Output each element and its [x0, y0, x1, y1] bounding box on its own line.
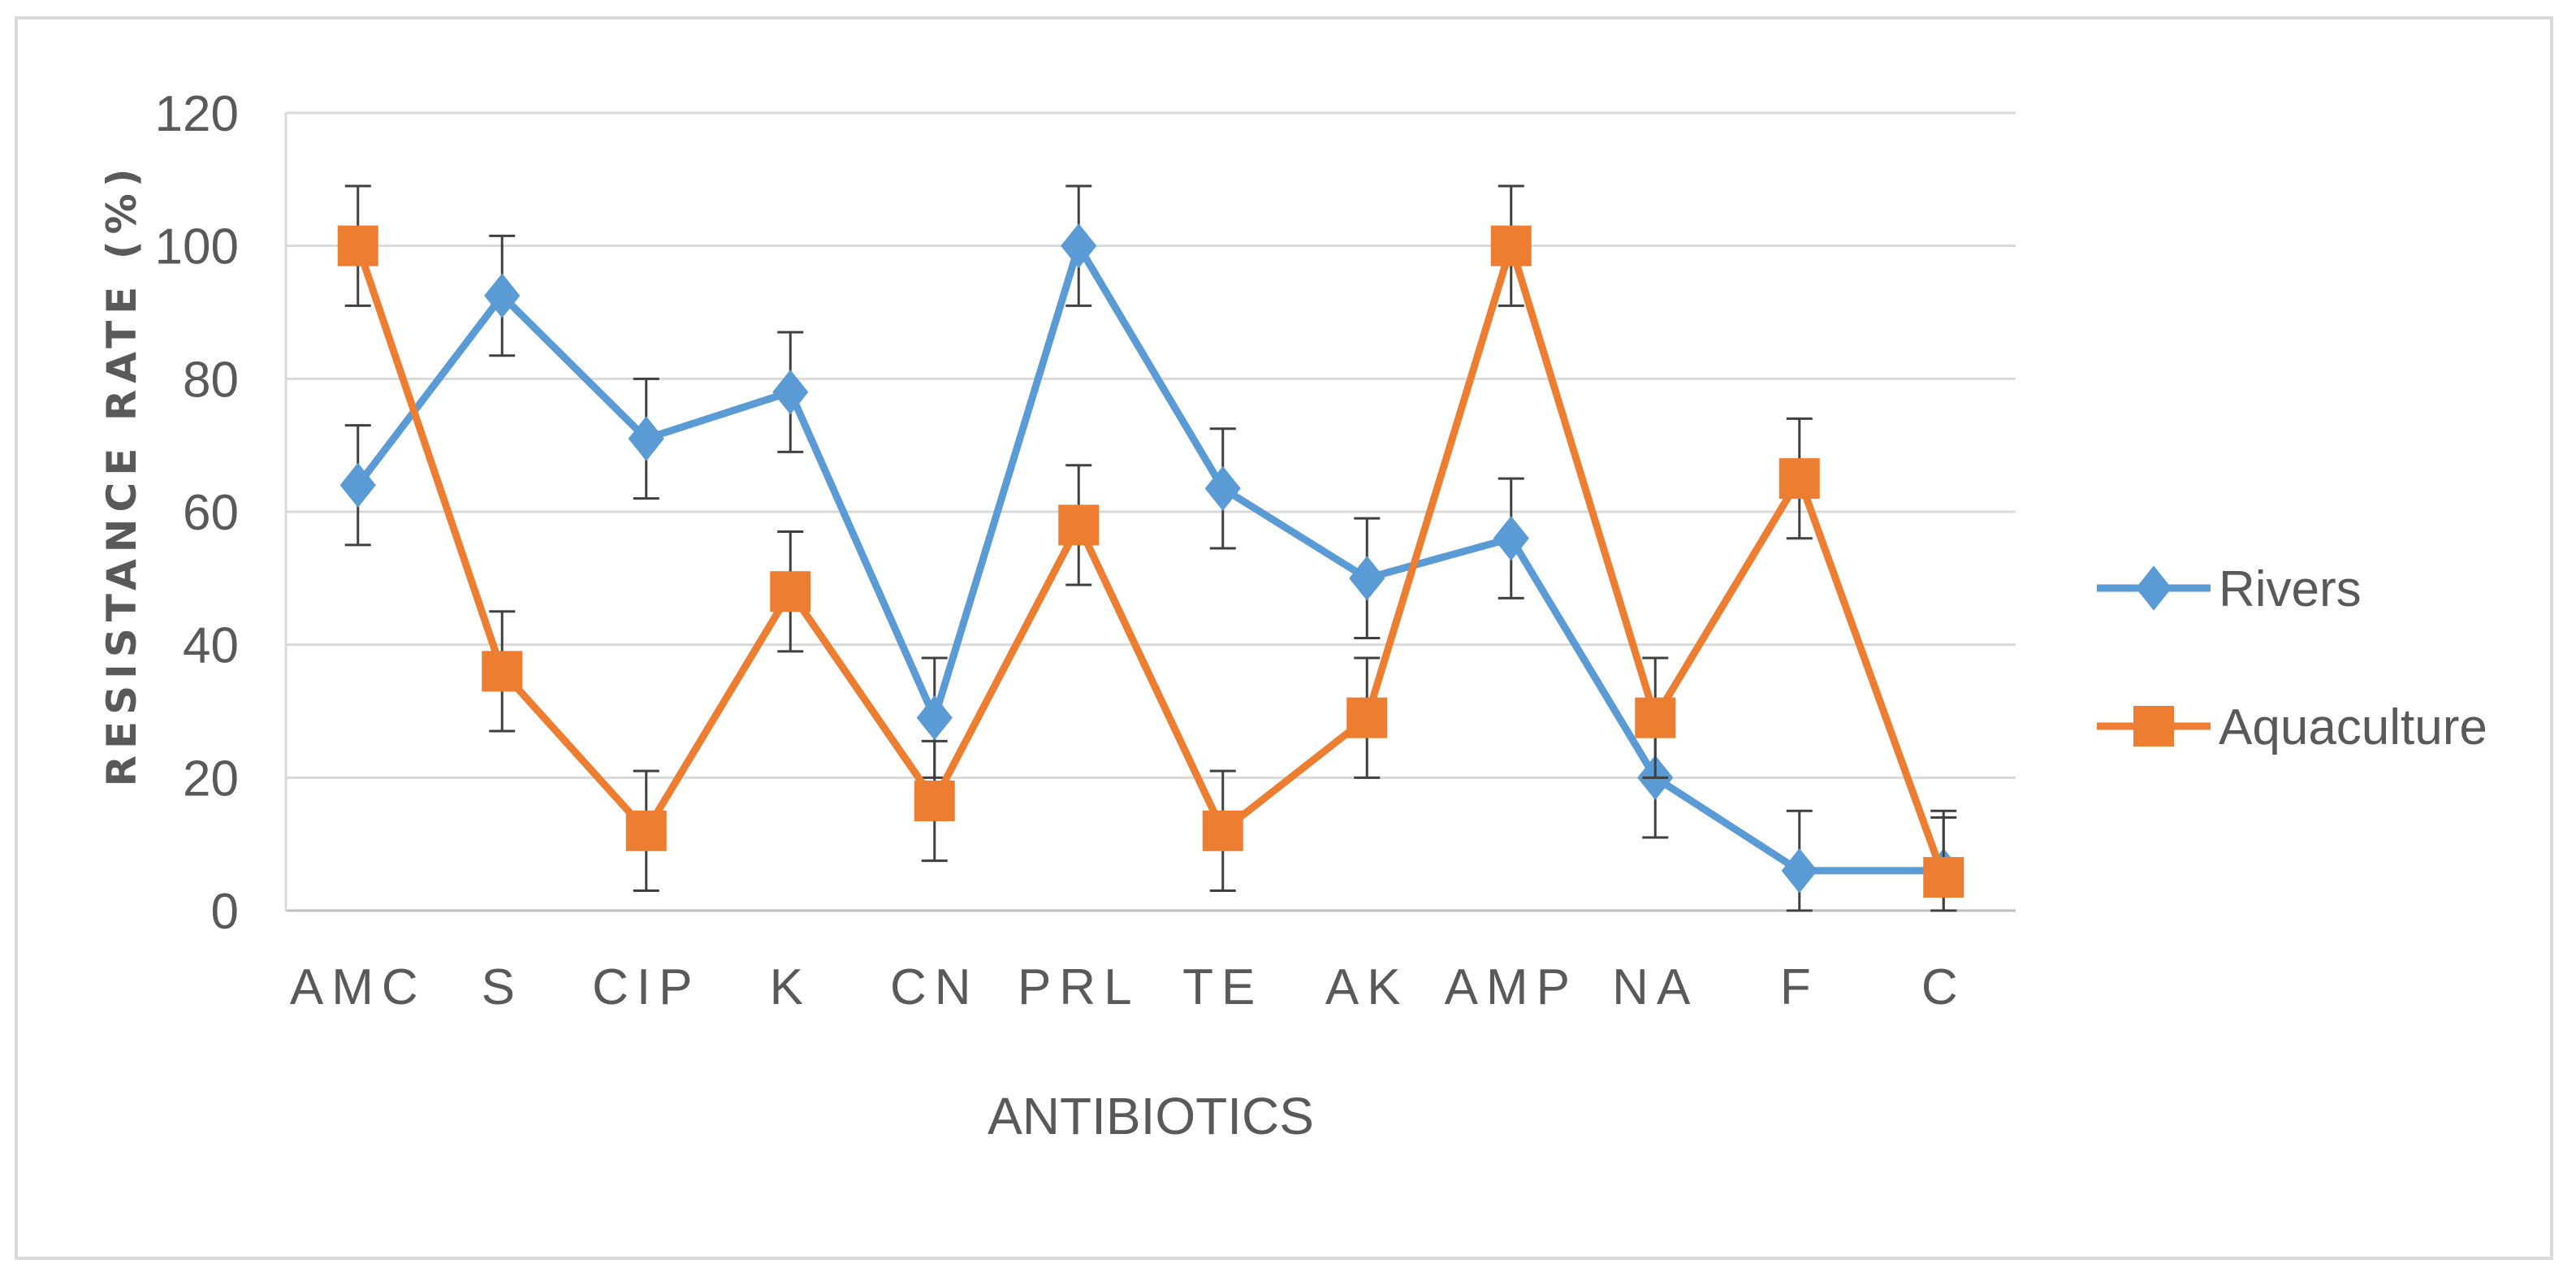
diamond-marker	[1781, 848, 1817, 894]
square-marker	[1346, 697, 1388, 738]
axes	[284, 113, 2016, 912]
square-marker	[2133, 706, 2174, 747]
diamond-marker	[772, 370, 809, 415]
diamond-marker	[2135, 565, 2172, 611]
x-tick-label: AK	[1325, 959, 1409, 1015]
y-axis-ticks: 0 20 40 60 80 100 120	[155, 86, 239, 940]
x-tick-label: CN	[890, 959, 979, 1015]
square-marker	[1779, 458, 1820, 500]
square-marker	[625, 810, 667, 851]
y-tick-label: 120	[155, 86, 239, 142]
series-rivers	[339, 184, 1962, 912]
diamond-marker	[484, 273, 521, 318]
square-marker	[770, 571, 811, 612]
chart-frame: 0 20 40 60 80 100 120 AMC S CIP K CN PRL TE AK AMP NA F C…	[15, 16, 2553, 1260]
square-marker	[914, 780, 955, 821]
x-tick-label: CIP	[592, 959, 700, 1015]
x-tick-label: S	[482, 959, 523, 1015]
gridlines	[286, 111, 2016, 779]
diamond-marker	[1204, 465, 1241, 511]
diamond-marker	[628, 416, 664, 461]
x-axis-title: ANTIBIOTICS	[988, 1087, 1314, 1145]
x-tick-label: C	[1921, 959, 1966, 1015]
x-tick-label: AMP	[1445, 959, 1578, 1015]
legend-item: Aquaculture	[2097, 699, 2487, 755]
x-tick-label: F	[1780, 959, 1819, 1015]
square-marker	[1202, 810, 1243, 851]
legend-label: Rivers	[2219, 561, 2362, 617]
y-axis-title: RESISTANCE RATE (%)	[98, 162, 145, 786]
series-line	[354, 242, 1947, 879]
square-marker	[1058, 504, 1100, 546]
legend: Rivers Aquaculture	[2097, 561, 2487, 755]
x-tick-label: PRL	[1018, 959, 1140, 1015]
square-marker	[1923, 857, 1964, 898]
y-tick-label: 60	[183, 485, 239, 541]
x-tick-label: AMC	[290, 959, 426, 1015]
x-axis-ticks: AMC S CIP K CN PRL TE AK AMP NA F C	[290, 959, 1966, 1015]
x-tick-label: NA	[1612, 959, 1698, 1015]
diamond-marker	[1349, 556, 1385, 601]
y-tick-label: 0	[211, 884, 239, 940]
x-tick-label: TE	[1182, 959, 1263, 1015]
diamond-marker	[339, 462, 376, 508]
square-marker	[1635, 697, 1676, 738]
y-tick-label: 20	[183, 751, 239, 807]
series	[337, 184, 1964, 912]
series-aquaculture	[337, 184, 1964, 912]
series-line	[355, 242, 1944, 875]
y-tick-label: 100	[155, 219, 239, 275]
y-tick-label: 40	[183, 618, 239, 674]
legend-item: Rivers	[2097, 561, 2362, 617]
line-chart: 0 20 40 60 80 100 120 AMC S CIP K CN PRL TE AK AMP NA F C…	[98, 86, 2487, 1145]
diamond-marker	[1493, 516, 1529, 561]
square-marker	[337, 225, 378, 266]
square-marker	[482, 651, 523, 692]
diamond-marker	[1061, 223, 1097, 269]
y-tick-label: 80	[183, 352, 239, 408]
x-tick-label: K	[770, 959, 811, 1015]
diamond-marker	[916, 695, 953, 741]
square-marker	[1490, 225, 1532, 266]
legend-label: Aquaculture	[2219, 699, 2487, 755]
